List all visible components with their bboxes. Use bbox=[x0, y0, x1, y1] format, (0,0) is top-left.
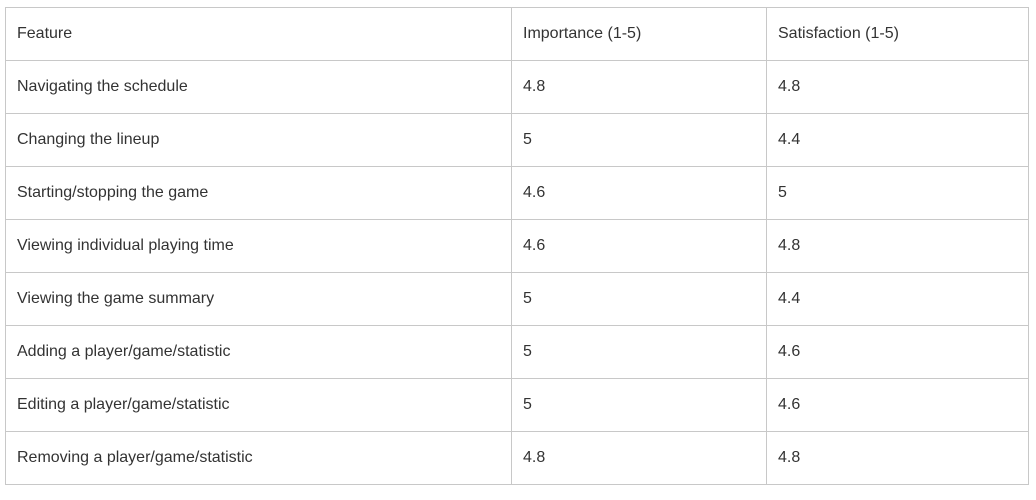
table-row: Viewing individual playing time 4.6 4.8 bbox=[5, 219, 1029, 273]
table-row: Removing a player/game/statistic 4.8 4.8 bbox=[5, 431, 1029, 485]
cell-feature: Editing a player/game/statistic bbox=[5, 378, 512, 432]
cell-satisfaction: 5 bbox=[766, 166, 1029, 220]
cell-satisfaction: 4.8 bbox=[766, 219, 1029, 273]
cell-feature: Starting/stopping the game bbox=[5, 166, 512, 220]
feature-rating-table: Feature Importance (1-5) Satisfaction (1… bbox=[5, 7, 1029, 485]
cell-satisfaction: 4.4 bbox=[766, 113, 1029, 167]
cell-importance: 4.6 bbox=[511, 219, 767, 273]
cell-importance: 4.8 bbox=[511, 431, 767, 485]
cell-importance: 4.8 bbox=[511, 60, 767, 114]
feature-rating-table-container: Feature Importance (1-5) Satisfaction (1… bbox=[5, 7, 1029, 485]
cell-importance: 4.6 bbox=[511, 166, 767, 220]
table-row: Adding a player/game/statistic 5 4.6 bbox=[5, 325, 1029, 379]
cell-satisfaction: 4.4 bbox=[766, 272, 1029, 326]
cell-feature: Viewing the game summary bbox=[5, 272, 512, 326]
cell-feature: Navigating the schedule bbox=[5, 60, 512, 114]
table-row: Navigating the schedule 4.8 4.8 bbox=[5, 60, 1029, 114]
cell-importance: 5 bbox=[511, 113, 767, 167]
cell-importance: 5 bbox=[511, 378, 767, 432]
cell-feature: Viewing individual playing time bbox=[5, 219, 512, 273]
cell-importance: 5 bbox=[511, 325, 767, 379]
table-row: Viewing the game summary 5 4.4 bbox=[5, 272, 1029, 326]
cell-feature: Removing a player/game/statistic bbox=[5, 431, 512, 485]
cell-satisfaction: 4.6 bbox=[766, 378, 1029, 432]
cell-feature: Adding a player/game/statistic bbox=[5, 325, 512, 379]
table-row: Starting/stopping the game 4.6 5 bbox=[5, 166, 1029, 220]
header-feature: Feature bbox=[5, 7, 512, 61]
table-row: Editing a player/game/statistic 5 4.6 bbox=[5, 378, 1029, 432]
header-importance: Importance (1-5) bbox=[511, 7, 767, 61]
cell-satisfaction: 4.6 bbox=[766, 325, 1029, 379]
header-satisfaction: Satisfaction (1-5) bbox=[766, 7, 1029, 61]
table-header-row: Feature Importance (1-5) Satisfaction (1… bbox=[5, 7, 1029, 61]
cell-satisfaction: 4.8 bbox=[766, 431, 1029, 485]
cell-importance: 5 bbox=[511, 272, 767, 326]
cell-satisfaction: 4.8 bbox=[766, 60, 1029, 114]
table-row: Changing the lineup 5 4.4 bbox=[5, 113, 1029, 167]
cell-feature: Changing the lineup bbox=[5, 113, 512, 167]
